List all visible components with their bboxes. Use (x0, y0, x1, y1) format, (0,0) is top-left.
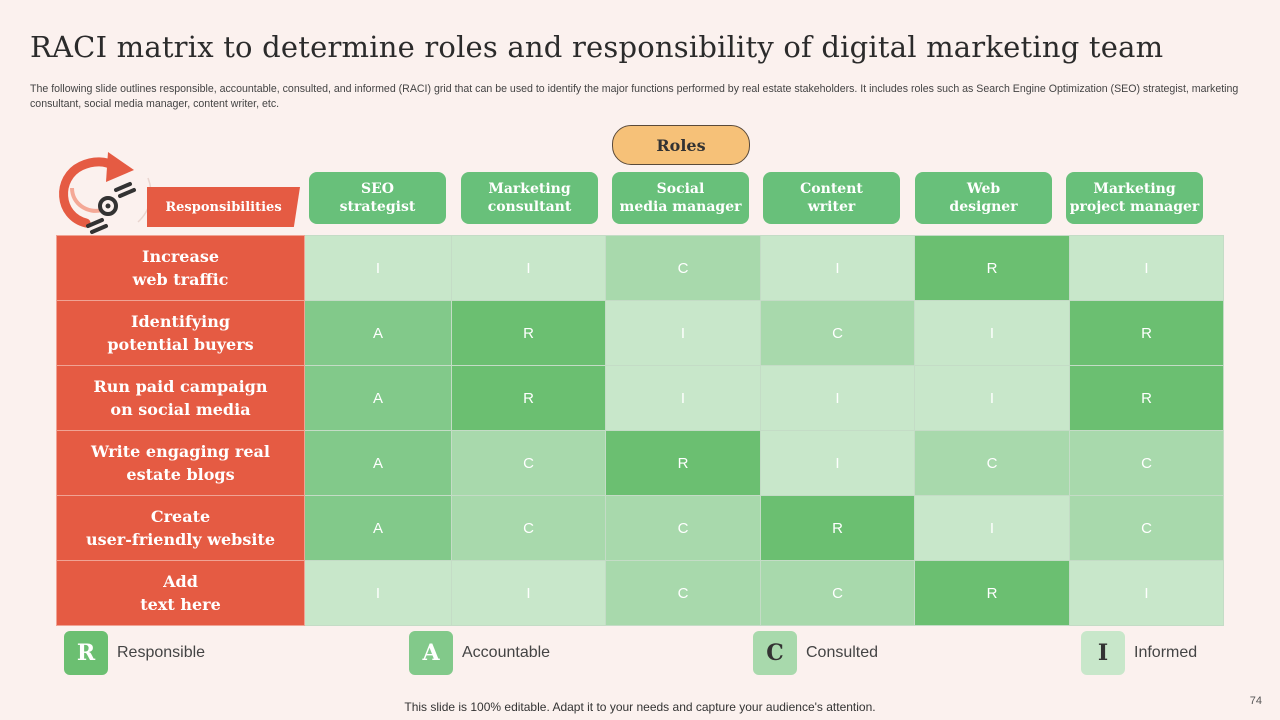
raci-cell: R (605, 430, 761, 496)
raci-cell: R (914, 235, 1070, 301)
legend-swatch: C (753, 631, 797, 675)
page-number: 74 (1249, 695, 1262, 707)
raci-cell: C (451, 495, 606, 561)
role-header: Marketing project manager (1066, 172, 1203, 224)
legend-label: Responsible (117, 644, 206, 661)
raci-cell: C (605, 495, 761, 561)
matrix-row: Add text here I I C C R I (56, 560, 1224, 626)
legend-swatch: I (1081, 631, 1125, 675)
responsibility-label: Create user-friendly website (56, 495, 305, 561)
raci-cell: R (760, 495, 915, 561)
legend-item: I Informed (1081, 631, 1197, 675)
raci-cell: I (914, 365, 1070, 431)
raci-cell: R (914, 560, 1070, 626)
raci-cell: I (605, 300, 761, 366)
raci-cell: I (760, 365, 915, 431)
matrix-row: Increase web traffic I I C I R I (56, 235, 1224, 301)
legend-item: R Responsible (64, 631, 205, 675)
responsibility-label: Increase web traffic (56, 235, 305, 301)
raci-cell: I (760, 430, 915, 496)
raci-cell: I (914, 300, 1070, 366)
raci-cell: R (451, 365, 606, 431)
raci-cell: C (760, 300, 915, 366)
raci-cell: R (451, 300, 606, 366)
role-header: SEO strategist (309, 172, 446, 224)
responsibility-cycle-icon (59, 152, 152, 234)
matrix-row: Create user-friendly website A C C R I C (56, 495, 1224, 561)
raci-cell: C (760, 560, 915, 626)
responsibilities-label: Responsibilities (147, 187, 300, 227)
raci-cell: I (760, 235, 915, 301)
raci-cell: I (914, 495, 1070, 561)
raci-cell: R (1069, 365, 1224, 431)
role-header: Social media manager (612, 172, 749, 224)
roles-header-pill: Roles (612, 125, 750, 165)
raci-cell: A (304, 300, 452, 366)
raci-cell: C (605, 560, 761, 626)
legend-label: Consulted (806, 644, 879, 661)
page-title: RACI matrix to determine roles and respo… (30, 30, 1164, 64)
legend-label: Accountable (462, 644, 551, 661)
raci-cell: C (914, 430, 1070, 496)
raci-cell: I (1069, 235, 1224, 301)
matrix-row: Run paid campaign on social media A R I I I R (56, 365, 1224, 431)
legend-label: Informed (1134, 644, 1198, 661)
raci-cell: I (605, 365, 761, 431)
responsibility-label: Identifying potential buyers (56, 300, 305, 366)
raci-cell: C (1069, 430, 1224, 496)
matrix-row: Write engaging real estate blogs A C R I C C (56, 430, 1224, 496)
legend-swatch: A (409, 631, 453, 675)
responsibility-label: Write engaging real estate blogs (56, 430, 305, 496)
legend-item: A Accountable (409, 631, 550, 675)
roles-label: Roles (656, 135, 706, 155)
raci-cell: C (451, 430, 606, 496)
raci-cell: A (304, 430, 452, 496)
raci-cell: R (1069, 300, 1224, 366)
role-header: Marketing consultant (461, 172, 598, 224)
legend-swatch: R (64, 631, 108, 675)
raci-cell: A (304, 365, 452, 431)
raci-cell: C (605, 235, 761, 301)
raci-cell: I (451, 560, 606, 626)
raci-cell: I (1069, 560, 1224, 626)
raci-cell: C (1069, 495, 1224, 561)
raci-cell: A (304, 495, 452, 561)
footer-note: This slide is 100% editable. Adapt it to… (404, 700, 876, 714)
role-header: Web designer (915, 172, 1052, 224)
raci-cell: I (451, 235, 606, 301)
responsibility-label: Run paid campaign on social media (56, 365, 305, 431)
raci-cell: I (304, 560, 452, 626)
legend-item: C Consulted (753, 631, 878, 675)
raci-cell: I (304, 235, 452, 301)
raci-matrix: Increase web traffic I I C I R I Identifying po… (56, 235, 1224, 626)
role-header: Content writer (763, 172, 900, 224)
responsibility-label: Add text here (56, 560, 305, 626)
matrix-row: Identifying potential buyers A R I C I R (56, 300, 1224, 366)
page-subtitle: The following slide outlines responsible… (30, 83, 1239, 110)
